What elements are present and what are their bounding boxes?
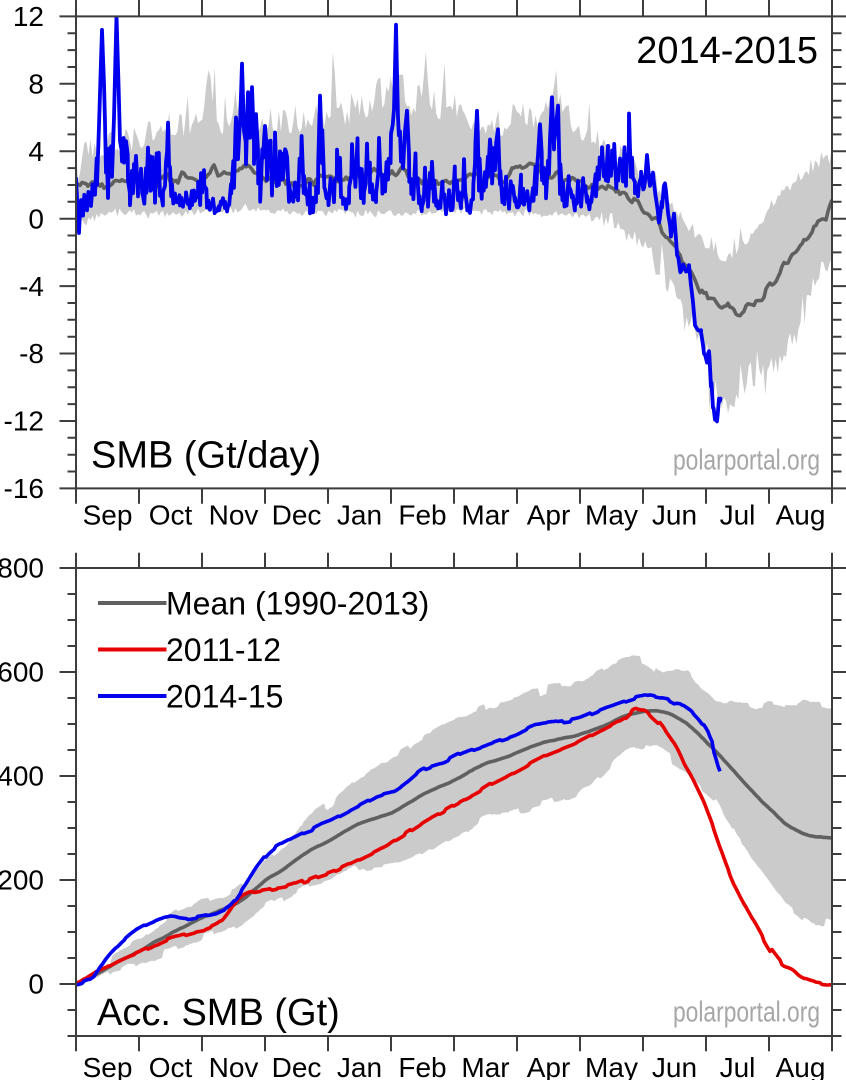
svg-text:Mar: Mar xyxy=(461,1052,509,1080)
svg-text:Sep: Sep xyxy=(83,1052,133,1080)
svg-text:200: 200 xyxy=(0,865,44,896)
svg-text:Jul: Jul xyxy=(720,500,756,531)
svg-text:-12: -12 xyxy=(4,406,44,437)
svg-text:Sep: Sep xyxy=(83,500,133,531)
svg-text:4: 4 xyxy=(28,136,44,167)
svg-text:May: May xyxy=(585,500,638,531)
svg-text:8: 8 xyxy=(28,69,44,100)
svg-text:800: 800 xyxy=(0,553,44,584)
svg-text:Jun: Jun xyxy=(652,1052,697,1080)
svg-text:Jun: Jun xyxy=(652,500,697,531)
svg-text:polarportal.org: polarportal.org xyxy=(673,997,820,1029)
svg-text:12: 12 xyxy=(13,1,44,32)
svg-text:Jan: Jan xyxy=(337,500,382,531)
svg-text:Apr: Apr xyxy=(527,500,571,531)
svg-text:Jan: Jan xyxy=(337,1052,382,1080)
svg-text:May: May xyxy=(585,1052,638,1080)
svg-text:Feb: Feb xyxy=(398,1052,446,1080)
svg-text:-8: -8 xyxy=(19,338,44,369)
svg-text:-4: -4 xyxy=(19,271,44,302)
svg-text:Oct: Oct xyxy=(149,1052,193,1080)
svg-text:Acc. SMB (Gt): Acc. SMB (Gt) xyxy=(97,992,340,1034)
svg-text:Mean (1990-2013): Mean (1990-2013) xyxy=(166,586,429,622)
svg-text:2014-15: 2014-15 xyxy=(166,679,283,715)
svg-text:Oct: Oct xyxy=(149,500,193,531)
svg-text:Feb: Feb xyxy=(398,500,446,531)
svg-text:Aug: Aug xyxy=(776,1052,826,1080)
svg-text:SMB (Gt/day): SMB (Gt/day) xyxy=(91,435,321,477)
svg-text:polarportal.org: polarportal.org xyxy=(673,445,820,477)
svg-text:0: 0 xyxy=(28,203,44,234)
svg-text:2011-12: 2011-12 xyxy=(166,632,281,668)
svg-text:600: 600 xyxy=(0,657,44,688)
svg-text:Nov: Nov xyxy=(209,500,259,531)
svg-text:400: 400 xyxy=(0,761,44,792)
svg-text:2014-2015: 2014-2015 xyxy=(636,30,818,72)
svg-text:Nov: Nov xyxy=(209,1052,259,1080)
svg-text:Dec: Dec xyxy=(272,1052,322,1080)
svg-text:Apr: Apr xyxy=(527,1052,571,1080)
svg-text:Aug: Aug xyxy=(776,500,826,531)
svg-text:-16: -16 xyxy=(4,473,44,504)
svg-text:Mar: Mar xyxy=(461,500,509,531)
svg-text:0: 0 xyxy=(28,969,44,1000)
svg-text:Jul: Jul xyxy=(720,1052,756,1080)
svg-text:Dec: Dec xyxy=(272,500,322,531)
